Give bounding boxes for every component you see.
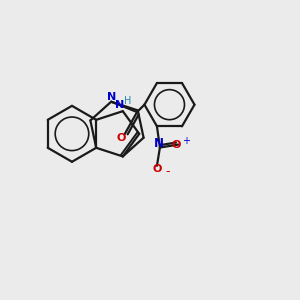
Text: N: N [115,100,124,110]
Text: N: N [153,137,164,150]
Text: N: N [106,92,116,102]
Text: H: H [124,97,131,106]
Text: O: O [153,164,162,174]
Text: O: O [116,133,126,143]
Text: +: + [182,136,190,146]
Text: -: - [165,165,170,178]
Text: O: O [172,140,181,150]
